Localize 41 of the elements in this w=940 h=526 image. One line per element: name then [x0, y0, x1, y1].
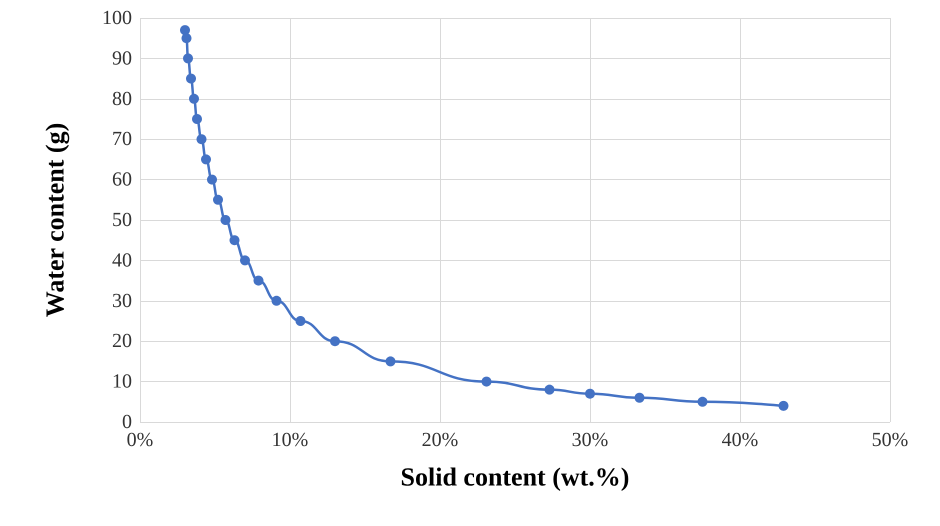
y-tick-label: 80 — [112, 88, 132, 110]
point — [182, 33, 192, 44]
point — [230, 235, 240, 246]
point — [213, 194, 223, 205]
x-tick-label: 10% — [272, 429, 308, 451]
point — [585, 388, 595, 399]
y-tick-label: 60 — [112, 168, 132, 191]
point — [186, 74, 196, 84]
point — [544, 384, 554, 395]
point — [220, 215, 230, 225]
y-axis-title: Water content (g) — [40, 122, 70, 318]
x-axis-title: Solid content (wt.%) — [400, 462, 630, 492]
point — [207, 174, 217, 185]
point — [240, 255, 250, 266]
y-tick-label: 30 — [112, 290, 132, 312]
point — [698, 396, 708, 407]
point — [296, 316, 306, 326]
point — [196, 134, 206, 144]
x-tick-label: 50% — [872, 429, 908, 451]
y-tick-label: 50 — [112, 209, 132, 231]
point — [192, 114, 202, 124]
y-tick-label: 90 — [112, 47, 132, 70]
y-tick-label: 10 — [112, 370, 132, 393]
point — [189, 94, 199, 104]
point — [386, 356, 396, 366]
point — [254, 276, 264, 286]
point — [183, 53, 193, 64]
x-tick-label: 40% — [722, 429, 758, 451]
point — [330, 336, 340, 346]
x-tick-label: 30% — [572, 429, 608, 451]
point — [778, 400, 788, 411]
point — [482, 376, 492, 387]
x-tick-label: 20% — [422, 429, 458, 451]
point — [634, 392, 644, 403]
y-tick-label: 100 — [102, 7, 132, 29]
y-tick-label: 20 — [112, 330, 132, 352]
point — [180, 25, 190, 36]
y-tick-label: 40 — [112, 249, 132, 272]
point — [201, 154, 211, 164]
y-tick-label: 70 — [112, 128, 132, 150]
point — [272, 296, 282, 306]
